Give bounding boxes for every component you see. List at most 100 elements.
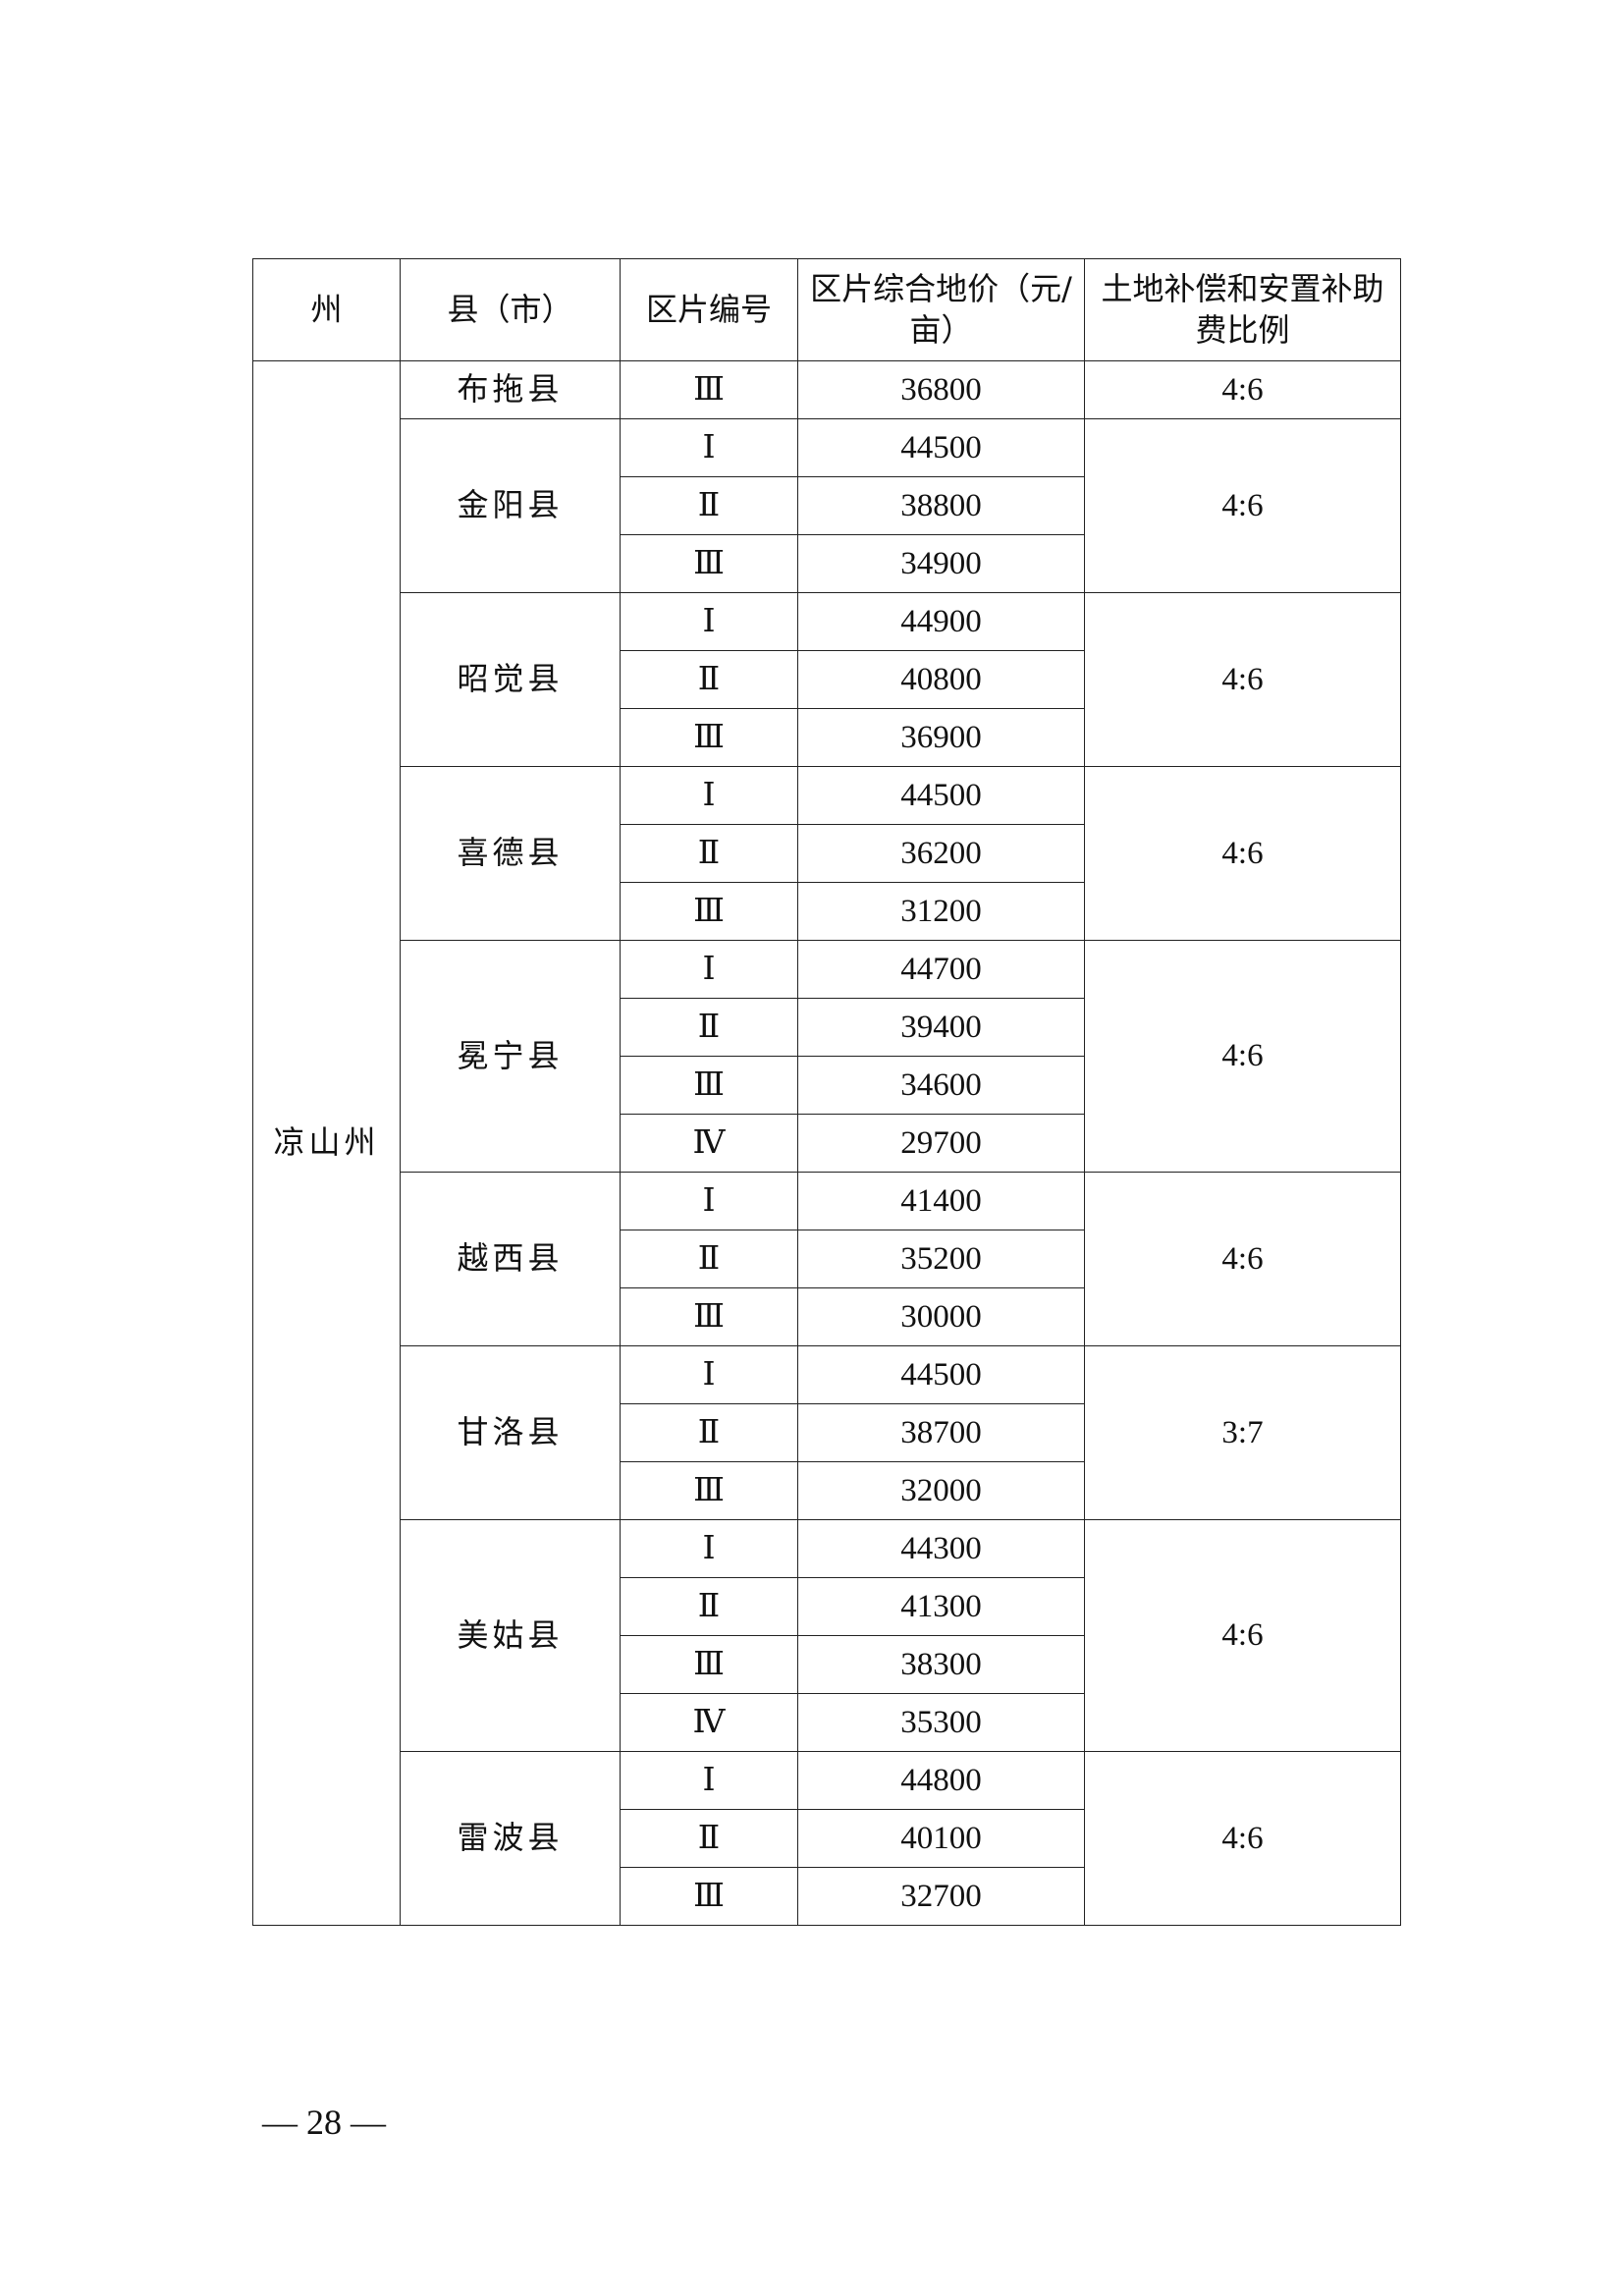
price-cell: 44500 [797, 418, 1085, 477]
zone-id-cell: Ⅰ [620, 1172, 798, 1230]
table-row: 喜德县 Ⅰ 44500 4:6 [253, 766, 1401, 941]
zone-id-cell: Ⅰ [620, 1519, 798, 1578]
zone-id-cell: Ⅳ [620, 1114, 798, 1173]
table-row: Ⅲ 38300 [253, 1635, 1401, 1694]
header-prefecture: 州 [252, 258, 401, 361]
table-row: Ⅲ 32700 [253, 1867, 1401, 1926]
zone-id-cell: Ⅱ [620, 1403, 798, 1462]
zone-id-cell: Ⅰ [620, 1751, 798, 1810]
table-row: Ⅳ 35300 [253, 1693, 1401, 1752]
zone-id-cell: Ⅰ [620, 766, 798, 825]
table-row: 雷波县 Ⅰ 44800 4:6 [253, 1751, 1401, 1926]
zone-id-cell: Ⅰ [620, 1345, 798, 1404]
header-zone-id: 区片编号 [620, 258, 798, 361]
zone-id-cell: Ⅰ [620, 940, 798, 999]
zone-id-cell: Ⅲ [620, 882, 798, 941]
table-row: 越西县 Ⅰ 41400 4:6 [253, 1172, 1401, 1346]
ratio-cell: 4:6 [1084, 592, 1401, 767]
price-cell: 41300 [797, 1577, 1085, 1636]
zone-id-cell: Ⅲ [620, 1635, 798, 1694]
price-cell: 44900 [797, 592, 1085, 651]
zone-id-cell: Ⅳ [620, 1693, 798, 1752]
ratio-cell: 4:6 [1084, 360, 1401, 419]
zone-id-cell: Ⅲ [620, 534, 798, 593]
zone-id-cell: Ⅱ [620, 824, 798, 883]
table-row: Ⅲ 31200 [253, 882, 1401, 941]
county-cell: 甘洛县 [400, 1345, 621, 1520]
price-cell: 39400 [797, 998, 1085, 1057]
county-cell: 喜德县 [400, 766, 621, 941]
price-cell: 30000 [797, 1287, 1085, 1346]
county-cell: 金阳县 [400, 418, 621, 593]
zone-id-cell: Ⅰ [620, 418, 798, 477]
prefecture-cell: 凉山州 [252, 360, 401, 1926]
table-row: Ⅱ 40100 [253, 1809, 1401, 1868]
price-cell: 32700 [797, 1867, 1085, 1926]
price-cell: 31200 [797, 882, 1085, 941]
zone-id-cell: Ⅱ [620, 650, 798, 709]
price-cell: 36800 [797, 360, 1085, 419]
price-cell: 29700 [797, 1114, 1085, 1173]
county-cell: 越西县 [400, 1172, 621, 1346]
table-row: Ⅱ 36200 [253, 824, 1401, 883]
ratio-cell: 4:6 [1084, 1519, 1401, 1752]
header-ratio: 土地补偿和安置补助费比例 [1084, 258, 1401, 361]
price-cell: 40100 [797, 1809, 1085, 1868]
county-cell: 雷波县 [400, 1751, 621, 1926]
zone-id-cell: Ⅱ [620, 1577, 798, 1636]
ratio-cell: 3:7 [1084, 1345, 1401, 1520]
ratio-cell: 4:6 [1084, 1172, 1401, 1346]
county-cell: 美姑县 [400, 1519, 621, 1752]
price-cell: 38700 [797, 1403, 1085, 1462]
table-row: Ⅲ 34600 [253, 1056, 1401, 1115]
ratio-cell: 4:6 [1084, 766, 1401, 941]
county-cell: 布拖县 [400, 360, 621, 419]
price-cell: 35200 [797, 1230, 1085, 1288]
table-row: Ⅱ 38800 [253, 476, 1401, 535]
price-cell: 34900 [797, 534, 1085, 593]
zone-id-cell: Ⅲ [620, 708, 798, 767]
price-cell: 34600 [797, 1056, 1085, 1115]
price-cell: 44700 [797, 940, 1085, 999]
zone-id-cell: Ⅰ [620, 592, 798, 651]
zone-id-cell: Ⅱ [620, 1809, 798, 1868]
table-row: Ⅳ 29700 [253, 1114, 1401, 1173]
zone-id-cell: Ⅱ [620, 1230, 798, 1288]
price-cell: 38300 [797, 1635, 1085, 1694]
header-row: 州 县（市） 区片编号 区片综合地价（元/亩） 土地补偿和安置补助费比例 [252, 258, 1401, 361]
county-cell: 冕宁县 [400, 940, 621, 1173]
table-row: Ⅱ 39400 [253, 998, 1401, 1057]
zone-id-cell: Ⅱ [620, 476, 798, 535]
price-cell: 44800 [797, 1751, 1085, 1810]
zone-id-cell: Ⅲ [620, 1867, 798, 1926]
zone-id-cell: Ⅲ [620, 1056, 798, 1115]
table-row: 冕宁县 Ⅰ 44700 4:6 [253, 940, 1401, 1173]
table-row: 凉山州 布拖县 Ⅲ 36800 4:6 [252, 360, 1401, 1926]
price-cell: 44500 [797, 1345, 1085, 1404]
table-row: 昭觉县 Ⅰ 44900 4:6 [253, 592, 1401, 767]
price-cell: 40800 [797, 650, 1085, 709]
table-row: Ⅱ 41300 [253, 1577, 1401, 1636]
price-cell: 38800 [797, 476, 1085, 535]
price-cell: 36200 [797, 824, 1085, 883]
table-row: Ⅲ 36900 [253, 708, 1401, 767]
table-row: Ⅱ 35200 [253, 1230, 1401, 1288]
table-row: Ⅲ 32000 [253, 1461, 1401, 1520]
price-cell: 44300 [797, 1519, 1085, 1578]
header-price: 区片综合地价（元/亩） [797, 258, 1085, 361]
table-row: Ⅱ 40800 [253, 650, 1401, 709]
table-row: 美姑县 Ⅰ 44300 4:6 [253, 1519, 1401, 1752]
ratio-cell: 4:6 [1084, 418, 1401, 593]
zone-id-cell: Ⅲ [620, 360, 798, 419]
zone-id-cell: Ⅲ [620, 1287, 798, 1346]
price-cell: 41400 [797, 1172, 1085, 1230]
county-cell: 昭觉县 [400, 592, 621, 767]
price-cell: 32000 [797, 1461, 1085, 1520]
price-cell: 36900 [797, 708, 1085, 767]
table-row: 金阳县 Ⅰ 44500 4:6 [253, 418, 1401, 593]
land-price-table: 州 县（市） 区片编号 区片综合地价（元/亩） 土地补偿和安置补助费比例 凉山州… [252, 258, 1401, 1926]
ratio-cell: 4:6 [1084, 1751, 1401, 1926]
ratio-cell: 4:6 [1084, 940, 1401, 1173]
table-row: 甘洛县 Ⅰ 44500 3:7 [253, 1345, 1401, 1520]
price-cell: 35300 [797, 1693, 1085, 1752]
